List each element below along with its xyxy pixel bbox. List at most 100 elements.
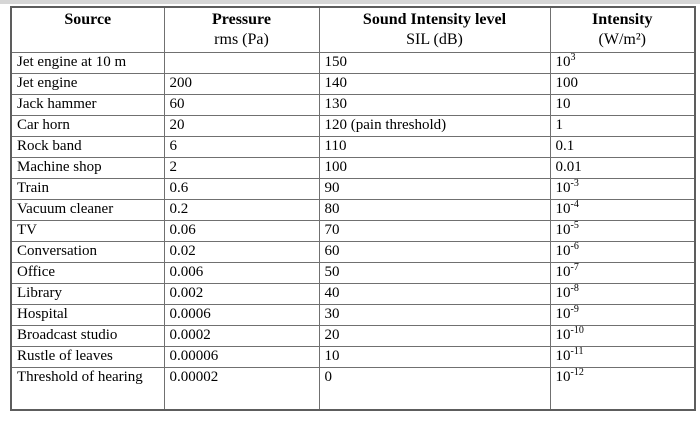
intensity-exponent: 3 xyxy=(570,52,576,63)
cell-intensity: 1 xyxy=(549,115,696,137)
cell-pressure: 6 xyxy=(163,136,320,158)
cell-pressure: 200 xyxy=(163,73,320,95)
intensity-exponent: -8 xyxy=(570,283,579,294)
column-header-intensity-sublabel: (W/m²) xyxy=(598,31,646,48)
cell-source: Machine shop xyxy=(10,157,165,179)
intensity-exponent: -3 xyxy=(570,178,579,189)
table-row: Car horn 20 120 (pain threshold) 1 xyxy=(10,115,696,137)
column-header-pressure-label: Pressure xyxy=(212,11,271,28)
intensity-base: 10 xyxy=(555,96,571,112)
cell-source: Conversation xyxy=(10,241,165,263)
table-header-row: Source Pressure rms (Pa) Sound Intensity… xyxy=(10,6,696,53)
cell-intensity: 10-10 xyxy=(549,325,696,347)
cell-source: Office xyxy=(10,262,165,284)
cell-intensity: 10-9 xyxy=(549,304,696,326)
cell-intensity: 100 xyxy=(549,73,696,95)
cell-sil: 20 xyxy=(318,325,551,347)
column-header-source: Source xyxy=(10,6,165,53)
intensity-base: 10 xyxy=(555,285,571,301)
cell-sil: 50 xyxy=(318,262,551,284)
column-header-pressure: Pressure rms (Pa) xyxy=(163,6,320,53)
intensity-exponent: -7 xyxy=(570,262,579,273)
column-header-sil: Sound Intensity level SIL (dB) xyxy=(318,6,551,53)
cell-pressure: 0.6 xyxy=(163,178,320,200)
cell-sil: 30 xyxy=(318,304,551,326)
cell-source: Car horn xyxy=(10,115,165,137)
cell-intensity: 10-11 xyxy=(549,346,696,368)
intensity-base: 1 xyxy=(555,117,564,133)
cell-pressure: 0.00002 xyxy=(163,367,320,411)
cell-source: Threshold of hearing xyxy=(10,367,165,411)
cell-sil: 40 xyxy=(318,283,551,305)
cell-source: Hospital xyxy=(10,304,165,326)
table-row: Library 0.002 40 10-8 xyxy=(10,283,696,305)
table-row: Vacuum cleaner 0.2 80 10-4 xyxy=(10,199,696,221)
intensity-base: 10 xyxy=(555,243,571,259)
cell-source: Jet engine at 10 m xyxy=(10,52,165,74)
cell-source: Rustle of leaves xyxy=(10,346,165,368)
cell-intensity: 10-4 xyxy=(549,199,696,221)
cell-intensity: 10-3 xyxy=(549,178,696,200)
cell-source: Jet engine xyxy=(10,73,165,95)
cell-intensity: 10-7 xyxy=(549,262,696,284)
intensity-base: 10 xyxy=(555,348,571,364)
intensity-exponent: -11 xyxy=(570,346,584,357)
table-row: Jet engine at 10 m 150 103 xyxy=(10,52,696,74)
column-header-sil-sublabel: SIL (dB) xyxy=(406,31,463,48)
intensity-base: 0.1 xyxy=(555,138,575,154)
column-header-source-label: Source xyxy=(64,11,112,28)
intensity-exponent: -12 xyxy=(570,367,584,378)
cell-pressure: 20 xyxy=(163,115,320,137)
cell-sil: 60 xyxy=(318,241,551,263)
cell-pressure: 60 xyxy=(163,94,320,116)
cell-sil: 120 (pain threshold) xyxy=(318,115,551,137)
cell-source: Vacuum cleaner xyxy=(10,199,165,221)
intensity-base: 10 xyxy=(555,369,571,385)
intensity-exponent: -9 xyxy=(570,304,579,315)
intensity-base: 10 xyxy=(555,306,571,322)
table-row: Broadcast studio 0.0002 20 10-10 xyxy=(10,325,696,347)
cell-sil: 90 xyxy=(318,178,551,200)
table-row: Conversation 0.02 60 10-6 xyxy=(10,241,696,263)
intensity-exponent: -10 xyxy=(570,325,584,336)
cell-intensity: 10-6 xyxy=(549,241,696,263)
intensity-base: 10 xyxy=(555,201,571,217)
table-row: Rustle of leaves 0.00006 10 10-11 xyxy=(10,346,696,368)
table-row: Threshold of hearing 0.00002 0 10-12 xyxy=(10,367,696,411)
cell-intensity: 103 xyxy=(549,52,696,74)
intensity-base: 0.01 xyxy=(555,159,582,175)
table-body: Jet engine at 10 m 150 103 Jet engine 20… xyxy=(10,52,696,411)
table-row: Machine shop 2 100 0.01 xyxy=(10,157,696,179)
table-row: Jet engine 200 140 100 xyxy=(10,73,696,95)
cell-pressure: 0.00006 xyxy=(163,346,320,368)
cell-intensity: 0.01 xyxy=(549,157,696,179)
cell-pressure: 0.02 xyxy=(163,241,320,263)
cell-intensity: 10 xyxy=(549,94,696,116)
cell-sil: 10 xyxy=(318,346,551,368)
cell-pressure xyxy=(163,52,320,74)
table-row: Train 0.6 90 10-3 xyxy=(10,178,696,200)
intensity-exponent: -5 xyxy=(570,220,579,231)
cell-pressure: 0.2 xyxy=(163,199,320,221)
intensity-base: 10 xyxy=(555,180,571,196)
table-row: Hospital 0.0006 30 10-9 xyxy=(10,304,696,326)
cell-source: Jack hammer xyxy=(10,94,165,116)
cell-sil: 100 xyxy=(318,157,551,179)
cell-sil: 70 xyxy=(318,220,551,242)
intensity-base: 10 xyxy=(555,327,571,343)
cell-pressure: 0.0002 xyxy=(163,325,320,347)
cell-sil: 130 xyxy=(318,94,551,116)
column-header-intensity: Intensity (W/m²) xyxy=(549,6,696,53)
cell-source: Broadcast studio xyxy=(10,325,165,347)
cell-source: TV xyxy=(10,220,165,242)
cell-pressure: 0.006 xyxy=(163,262,320,284)
cell-sil: 80 xyxy=(318,199,551,221)
cell-intensity: 10-5 xyxy=(549,220,696,242)
cell-sil: 0 xyxy=(318,367,551,411)
cell-pressure: 2 xyxy=(163,157,320,179)
intensity-base: 10 xyxy=(555,264,571,280)
intensity-base: 10 xyxy=(555,222,571,238)
cell-pressure: 0.002 xyxy=(163,283,320,305)
cell-pressure: 0.06 xyxy=(163,220,320,242)
table-row: Office 0.006 50 10-7 xyxy=(10,262,696,284)
